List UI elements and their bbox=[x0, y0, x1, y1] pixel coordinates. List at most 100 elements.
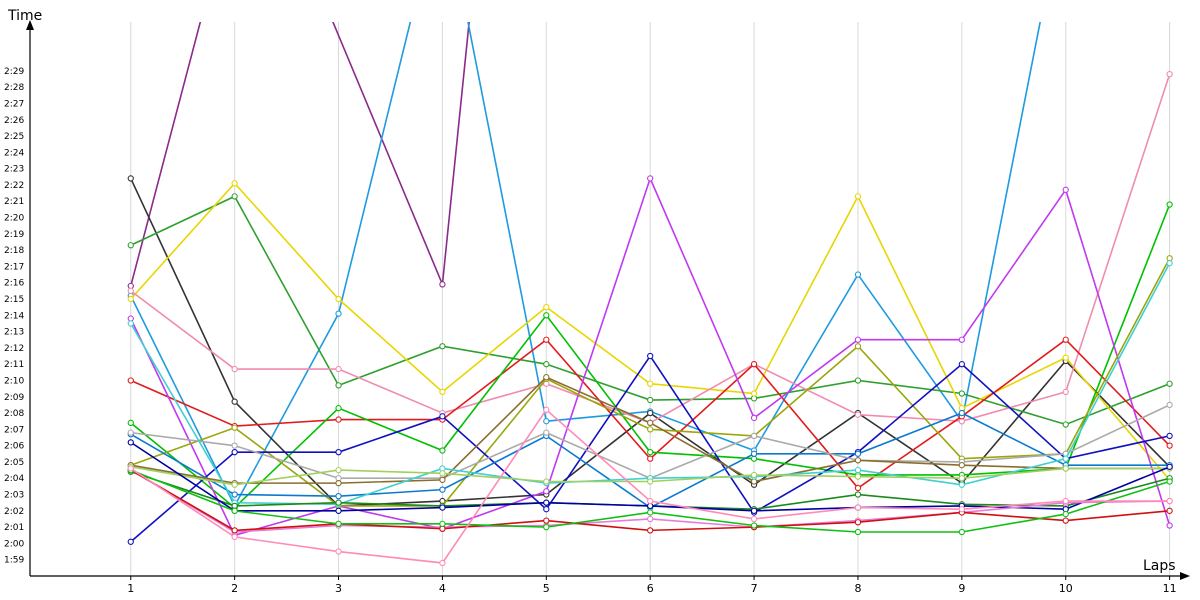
series-path bbox=[129, 22, 202, 287]
y-tick-label: 2:09 bbox=[4, 393, 24, 403]
data-point bbox=[543, 517, 550, 524]
data-point bbox=[127, 295, 134, 303]
data-point bbox=[543, 429, 550, 436]
data-point bbox=[543, 361, 550, 368]
data-point bbox=[543, 312, 550, 319]
data-point bbox=[335, 499, 342, 506]
y-tick-label: 2:25 bbox=[4, 132, 24, 142]
data-point bbox=[231, 481, 238, 488]
data-point bbox=[439, 388, 446, 396]
data-point bbox=[335, 507, 342, 514]
data-point bbox=[958, 390, 965, 397]
x-tick-label: 5 bbox=[543, 582, 550, 595]
data-point bbox=[439, 343, 446, 350]
data-point bbox=[647, 352, 654, 360]
data-point bbox=[335, 548, 342, 555]
data-point bbox=[439, 413, 446, 420]
data-point bbox=[958, 409, 965, 417]
y-tick-label: 2:26 bbox=[4, 116, 24, 126]
x-tick-label: 4 bbox=[439, 582, 446, 595]
data-point bbox=[647, 409, 654, 417]
y-tick-label: 2:12 bbox=[4, 344, 24, 354]
data-point bbox=[750, 432, 758, 440]
grid-lines bbox=[130, 22, 1171, 576]
data-point bbox=[127, 538, 134, 545]
y-tick-label: 2:20 bbox=[4, 214, 24, 224]
data-point bbox=[958, 481, 965, 488]
y-tick-label: 2:11 bbox=[4, 360, 24, 370]
y-tick-labels: 1:59 2:00 2:01 2:02 2:03 2:04 2:05 2:06 2:07 2:08… bbox=[4, 67, 24, 566]
data-point bbox=[335, 520, 342, 528]
data-point bbox=[439, 486, 446, 493]
data-point bbox=[439, 504, 446, 511]
y-tick-label: 2:15 bbox=[4, 295, 24, 305]
data-point bbox=[958, 462, 965, 469]
y-tick-label: 2:07 bbox=[4, 425, 24, 435]
y-tick-label: 2:03 bbox=[4, 491, 24, 501]
data-point bbox=[854, 504, 862, 511]
data-point bbox=[958, 475, 965, 482]
data-point bbox=[335, 310, 342, 317]
data-point bbox=[750, 390, 758, 397]
y-tick-label: 2:24 bbox=[4, 148, 24, 158]
x-tick-label: 1 bbox=[127, 582, 134, 595]
axes bbox=[26, 20, 1190, 580]
data-point bbox=[543, 488, 550, 495]
data-point bbox=[1062, 455, 1069, 462]
data-point bbox=[439, 470, 446, 477]
series-line bbox=[127, 22, 1041, 510]
data-point bbox=[647, 515, 654, 523]
x-axis-title: Laps bbox=[1143, 558, 1176, 574]
data-point bbox=[543, 406, 550, 413]
y-tick-label: 2:08 bbox=[4, 409, 24, 419]
data-point bbox=[1062, 497, 1069, 505]
series-lines bbox=[127, 22, 1173, 567]
data-point bbox=[335, 493, 342, 500]
y-tick-label: 2:02 bbox=[4, 507, 24, 517]
data-point bbox=[1166, 70, 1173, 78]
data-point bbox=[647, 419, 654, 426]
data-point bbox=[647, 380, 654, 387]
y-tick-label: 2:00 bbox=[4, 539, 24, 549]
data-point bbox=[854, 411, 862, 418]
data-point bbox=[231, 449, 238, 456]
data-point bbox=[127, 465, 134, 472]
data-point bbox=[335, 295, 342, 303]
y-tick-label: 2:04 bbox=[4, 474, 24, 484]
data-point bbox=[335, 382, 342, 389]
data-point bbox=[231, 424, 238, 431]
data-point bbox=[854, 473, 862, 480]
data-point bbox=[231, 398, 238, 405]
data-point bbox=[750, 361, 758, 368]
series-line bbox=[127, 352, 1173, 545]
data-point bbox=[647, 497, 654, 505]
data-point bbox=[439, 281, 446, 288]
data-point bbox=[854, 491, 862, 498]
x-tick-label: 7 bbox=[751, 582, 758, 595]
series-group bbox=[127, 22, 1173, 567]
data-point bbox=[647, 175, 654, 182]
data-point bbox=[439, 559, 446, 567]
data-point bbox=[439, 447, 446, 454]
y-tick-label: 2:23 bbox=[4, 165, 24, 175]
data-point bbox=[1166, 401, 1173, 409]
x-tick-label: 3 bbox=[335, 582, 342, 595]
data-point bbox=[647, 426, 654, 433]
x-tick-label: 8 bbox=[854, 582, 861, 595]
data-point bbox=[958, 361, 965, 368]
data-point bbox=[335, 449, 342, 456]
data-point bbox=[335, 405, 342, 412]
data-point bbox=[750, 522, 758, 529]
data-point bbox=[1062, 354, 1069, 361]
data-point bbox=[127, 429, 134, 436]
data-point bbox=[231, 507, 238, 514]
data-point bbox=[1166, 201, 1173, 208]
data-point bbox=[127, 175, 134, 182]
series-line bbox=[127, 22, 470, 290]
y-tick-label: 2:19 bbox=[4, 230, 24, 240]
data-point bbox=[335, 365, 342, 373]
data-point bbox=[335, 466, 342, 474]
data-point bbox=[231, 533, 238, 541]
data-point bbox=[543, 418, 550, 425]
